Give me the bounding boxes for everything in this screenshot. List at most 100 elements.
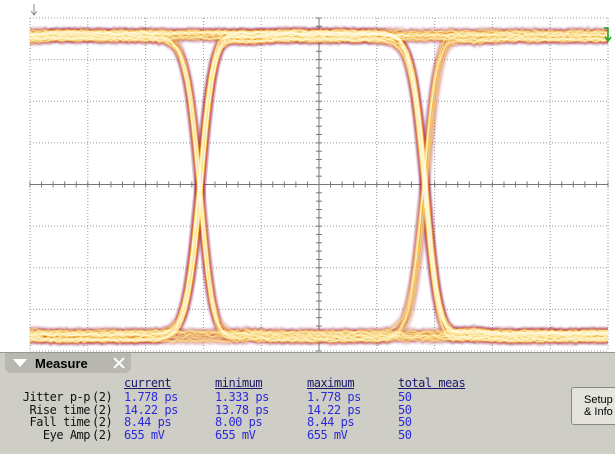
row-label: Jitter p-p: [0, 391, 90, 403]
eye-trace: [0, 39, 615, 342]
scope-app: Measure Setup & Info currentminimummaxim…: [0, 0, 615, 453]
eye-trace: [0, 36, 615, 340]
eye-trace: [0, 38, 615, 341]
collapse-arrow[interactable]: [13, 359, 27, 367]
eye-trace: [0, 30, 615, 333]
eye-trace: [0, 39, 615, 342]
eye-trace: [0, 39, 615, 342]
eye-trace: [0, 37, 615, 340]
eye-trace: [0, 37, 615, 340]
channel-source: (2): [92, 429, 112, 441]
eye-trace: [0, 30, 615, 333]
eye-trace: [0, 36, 615, 340]
eye-trace: [0, 38, 615, 341]
eye-trace: [0, 38, 615, 341]
eye-trace: [0, 37, 615, 340]
eye-trace: [0, 39, 615, 342]
eye-trace: [0, 39, 615, 342]
eye-trace: [0, 36, 615, 340]
eye-trace: [0, 29, 615, 332]
eye-trace: [0, 38, 615, 341]
measure-value: 50: [398, 429, 411, 441]
channel-source: (2): [92, 416, 112, 428]
eye-trace: [0, 37, 615, 340]
measure-value: 1.778 ps: [124, 391, 178, 403]
setup-info-button[interactable]: Setup & Info: [571, 387, 615, 425]
eye-trace: [0, 39, 615, 342]
eye-trace: [0, 37, 615, 340]
eye-trace: [0, 37, 615, 340]
eye-trace: [0, 38, 615, 341]
eye-trace: [0, 39, 615, 342]
measure-value: 655 mV: [124, 429, 164, 441]
eye-trace: [0, 39, 615, 342]
button-line: & Info: [584, 406, 615, 418]
measure-value: 14.22 ps: [307, 404, 361, 416]
eye-trace: [0, 39, 615, 342]
eye-trace: [0, 38, 615, 341]
eye-trace: [0, 37, 615, 340]
eye-trace: [0, 37, 615, 340]
column-header: maximum: [307, 377, 354, 389]
eye-trace: [0, 39, 615, 342]
eye-trace: [0, 39, 615, 342]
eye-trace: [0, 37, 615, 340]
eye-trace: [0, 39, 615, 342]
measure-panel: Measure Setup & Info currentminimummaxim…: [0, 352, 615, 454]
eye-trace: [0, 39, 615, 342]
eye-trace: [0, 37, 615, 340]
eye-trace: [0, 29, 615, 332]
eye-trace: [0, 38, 615, 341]
eye-trace: [0, 38, 615, 341]
eye-trace: [0, 37, 615, 340]
eye-trace: [0, 39, 615, 342]
eye-trace: [0, 37, 615, 340]
eye-trace: [0, 39, 615, 342]
measure-tab[interactable]: Measure: [5, 353, 131, 373]
eye-trace: [0, 38, 615, 341]
eye-trace: [0, 38, 615, 341]
eye-trace: [0, 37, 615, 340]
eye-trace: [0, 36, 615, 339]
eye-trace: [0, 38, 615, 341]
eye-trace: [0, 39, 615, 342]
eye-trace: [0, 38, 615, 341]
eye-trace: [0, 38, 615, 341]
eye-trace: [0, 39, 615, 342]
eye-trace: [0, 36, 615, 340]
measure-value: 50: [398, 391, 411, 403]
eye-trace: [0, 39, 615, 342]
eye-trace: [0, 38, 615, 341]
eye-trace: [0, 37, 615, 340]
eye-trace: [0, 29, 615, 332]
row-label: Rise time: [0, 404, 90, 416]
eye-display: [0, 0, 615, 352]
eye-trace: [0, 36, 615, 339]
eye-trace: [0, 38, 615, 341]
eye-trace: [0, 37, 615, 340]
measure-value: 14.22 ps: [124, 404, 178, 416]
eye-trace: [0, 39, 615, 342]
eye-trace: [0, 30, 615, 333]
close-button[interactable]: [113, 357, 125, 369]
eye-trace: [0, 37, 615, 340]
eye-trace: [0, 39, 615, 342]
measure-value: 13.78 ps: [215, 404, 269, 416]
eye-trace: [0, 37, 615, 340]
measure-value: 655 mV: [215, 429, 255, 441]
eye-trace: [0, 38, 615, 341]
eye-trace: [0, 36, 615, 339]
eye-trace: [0, 29, 615, 332]
eye-trace: [0, 38, 615, 341]
eye-trace: [0, 39, 615, 342]
eye-trace: [0, 38, 615, 341]
eye-trace: [0, 29, 615, 332]
eye-trace: [0, 30, 615, 333]
eye-trace: [0, 38, 615, 341]
eye-trace: [0, 36, 615, 340]
eye-trace: [0, 38, 615, 341]
eye-trace: [0, 38, 615, 341]
eye-trace: [0, 37, 615, 340]
eye-trace: [0, 39, 615, 342]
column-header: total meas: [398, 377, 465, 389]
